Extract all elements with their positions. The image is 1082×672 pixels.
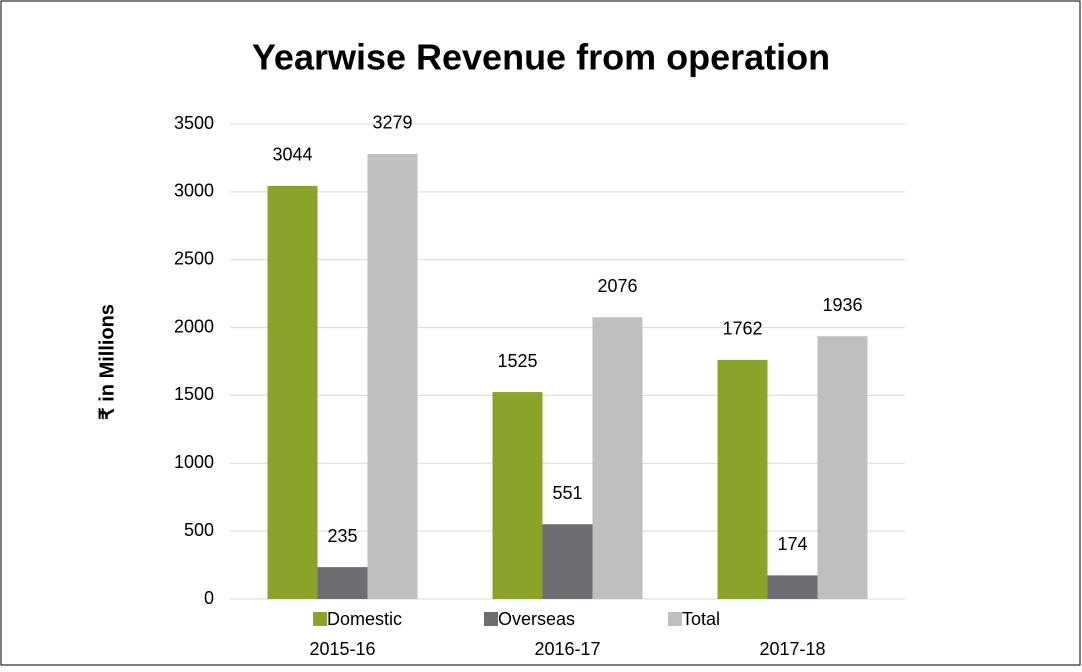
bar bbox=[592, 317, 643, 599]
data-label: 551 bbox=[552, 483, 582, 503]
bar bbox=[542, 524, 593, 599]
y-tick-label: 1000 bbox=[174, 452, 214, 472]
data-label: 174 bbox=[777, 534, 807, 554]
y-tick-label: 2500 bbox=[174, 248, 214, 268]
data-label: 235 bbox=[327, 526, 357, 546]
bar bbox=[367, 153, 418, 599]
bar bbox=[267, 185, 318, 599]
y-tick-label: 3500 bbox=[174, 113, 214, 133]
legend-swatch bbox=[668, 612, 682, 626]
y-tick-label: 1500 bbox=[174, 384, 214, 404]
data-label: 1936 bbox=[822, 295, 862, 315]
data-label: 2076 bbox=[597, 276, 637, 296]
y-tick-label: 500 bbox=[184, 520, 214, 540]
data-label: 1762 bbox=[722, 319, 762, 339]
chart-title: Yearwise Revenue from operation bbox=[252, 37, 830, 78]
data-label: 1525 bbox=[497, 351, 537, 371]
bar bbox=[717, 359, 768, 599]
data-label: 3044 bbox=[272, 145, 312, 165]
bar bbox=[767, 575, 818, 599]
y-tick-label: 3000 bbox=[174, 181, 214, 201]
y-axis-label: ₹ in Millions bbox=[96, 304, 118, 420]
bar bbox=[492, 392, 543, 599]
y-tick-label: 0 bbox=[204, 588, 214, 608]
legend-swatch bbox=[484, 612, 498, 626]
x-tick-label: 2016-17 bbox=[534, 639, 600, 659]
legend-label: Domestic bbox=[327, 609, 402, 629]
y-tick-label: 2000 bbox=[174, 316, 214, 336]
legend-label: Overseas bbox=[498, 609, 575, 629]
bar bbox=[317, 567, 368, 599]
x-tick-label: 2015-16 bbox=[309, 639, 375, 659]
x-tick-label: 2017-18 bbox=[759, 639, 825, 659]
legend-swatch bbox=[313, 612, 327, 626]
legend-label: Total bbox=[682, 609, 720, 629]
data-label: 3279 bbox=[372, 113, 412, 133]
bar bbox=[817, 336, 868, 599]
